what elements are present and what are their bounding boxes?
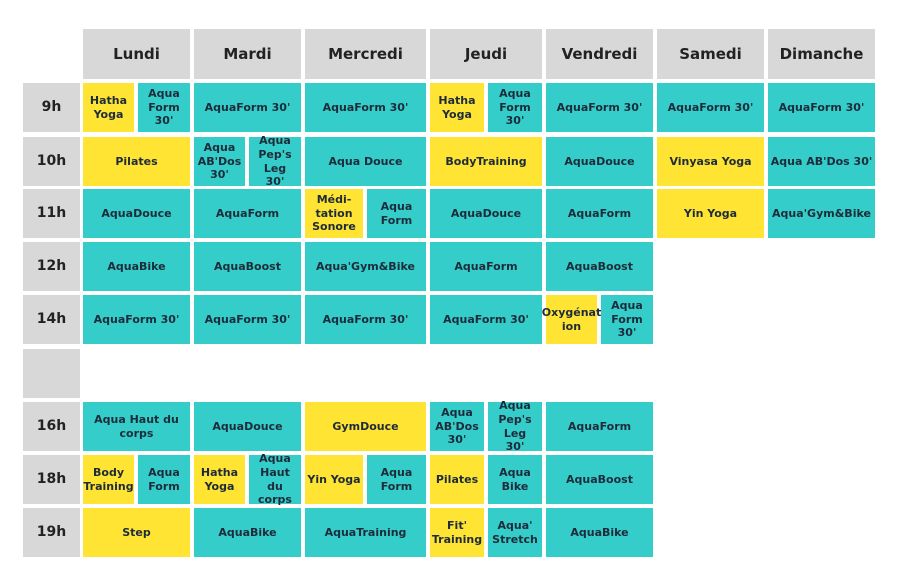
session-cell[interactable]: AquaBike (83, 242, 190, 291)
session-cell[interactable]: AquaForm (546, 402, 653, 451)
session-cell[interactable]: AquaForm 30' (546, 83, 653, 132)
session-cell[interactable]: AquaForm (546, 189, 653, 238)
session-cell[interactable]: Pilates (430, 455, 484, 504)
session-cell[interactable]: AquaForm 30' (305, 83, 426, 132)
session-cell[interactable]: Hatha Yoga (194, 455, 245, 504)
session-cell[interactable]: BodyTraining (430, 137, 542, 186)
session-cell[interactable]: AquaForm 30' (194, 83, 301, 132)
session-cell[interactable]: AquaDouce (194, 402, 301, 451)
day-header-samedi: Samedi (657, 29, 764, 79)
session-cell[interactable]: AquaBoost (546, 242, 653, 291)
session-cell[interactable]: Aqua Form (367, 189, 426, 238)
session-cell[interactable]: Hatha Yoga (83, 83, 134, 132)
session-cell[interactable]: AquaForm (194, 189, 301, 238)
session-cell[interactable]: Aqua AB'Dos 30' (430, 402, 484, 451)
session-cell[interactable]: Oxygénat ion (542, 295, 601, 344)
time-label-18h: 18h (23, 455, 80, 504)
time-label-empty (23, 349, 80, 398)
session-cell[interactable]: Médi-tation Sonore (305, 189, 363, 238)
session-cell[interactable]: AquaTraining (305, 508, 426, 557)
time-label-16h: 16h (23, 402, 80, 451)
session-cell[interactable]: AquaBike (194, 508, 301, 557)
session-cell[interactable]: Aqua Bike (488, 455, 542, 504)
session-cell[interactable]: AquaForm (430, 242, 542, 291)
time-label-11h: 11h (23, 189, 80, 238)
session-cell[interactable]: Body Training (83, 455, 134, 504)
session-cell[interactable]: Yin Yoga (305, 455, 363, 504)
session-cell[interactable]: AquaBoost (194, 242, 301, 291)
session-cell[interactable]: Aqua Form 30' (601, 295, 653, 344)
session-cell[interactable]: AquaBoost (546, 455, 653, 504)
session-cell[interactable]: AquaDouce (83, 189, 190, 238)
session-cell[interactable]: Aqua Form (138, 455, 190, 504)
session-cell[interactable]: AquaForm 30' (430, 295, 542, 344)
session-cell[interactable]: GymDouce (305, 402, 426, 451)
session-cell[interactable]: AquaForm 30' (768, 83, 875, 132)
day-header-lundi: Lundi (83, 29, 190, 79)
session-cell[interactable]: AquaDouce (430, 189, 542, 238)
session-cell[interactable]: Aqua Form 30' (488, 83, 542, 132)
session-cell[interactable]: AquaForm 30' (83, 295, 190, 344)
session-cell[interactable]: AquaForm 30' (194, 295, 301, 344)
day-header-dimanche: Dimanche (768, 29, 875, 79)
session-cell[interactable]: Aqua'Gym&Bike (768, 189, 875, 238)
session-cell[interactable]: Aqua Form 30' (138, 83, 190, 132)
session-cell[interactable]: Aqua' Stretch (488, 508, 542, 557)
session-cell[interactable]: AquaForm 30' (305, 295, 426, 344)
session-cell[interactable]: Aqua Douce (305, 137, 426, 186)
day-header-jeudi: Jeudi (430, 29, 542, 79)
session-cell[interactable]: Pilates (83, 137, 190, 186)
session-cell[interactable]: Yin Yoga (657, 189, 764, 238)
session-cell[interactable]: Aqua AB'Dos 30' (194, 137, 245, 186)
session-cell[interactable]: Aqua Haut du corps (83, 402, 190, 451)
session-cell[interactable]: Aqua AB'Dos 30' (768, 137, 875, 186)
session-cell[interactable]: Vinyasa Yoga (657, 137, 764, 186)
session-cell[interactable]: AquaBike (546, 508, 653, 557)
time-label-10h: 10h (23, 137, 80, 186)
session-cell[interactable]: Aqua'Gym&Bike (305, 242, 426, 291)
session-cell[interactable]: Aqua Form (367, 455, 426, 504)
time-label-12h: 12h (23, 242, 80, 291)
session-cell[interactable]: Aqua Haut du corps (249, 452, 301, 506)
session-cell[interactable]: Fit' Training (430, 508, 484, 557)
session-cell[interactable]: AquaForm 30' (657, 83, 764, 132)
time-label-14h: 14h (23, 295, 80, 344)
session-cell[interactable]: Aqua Pep's Leg 30' (249, 134, 301, 188)
session-cell[interactable]: Aqua Pep's Leg 30' (488, 399, 542, 453)
session-cell[interactable]: AquaDouce (546, 137, 653, 186)
day-header-mardi: Mardi (194, 29, 301, 79)
time-label-19h: 19h (23, 508, 80, 557)
day-header-mercredi: Mercredi (305, 29, 426, 79)
day-header-vendredi: Vendredi (546, 29, 653, 79)
session-cell[interactable]: Hatha Yoga (430, 83, 484, 132)
session-cell[interactable]: Step (83, 508, 190, 557)
time-label-9h: 9h (23, 83, 80, 132)
